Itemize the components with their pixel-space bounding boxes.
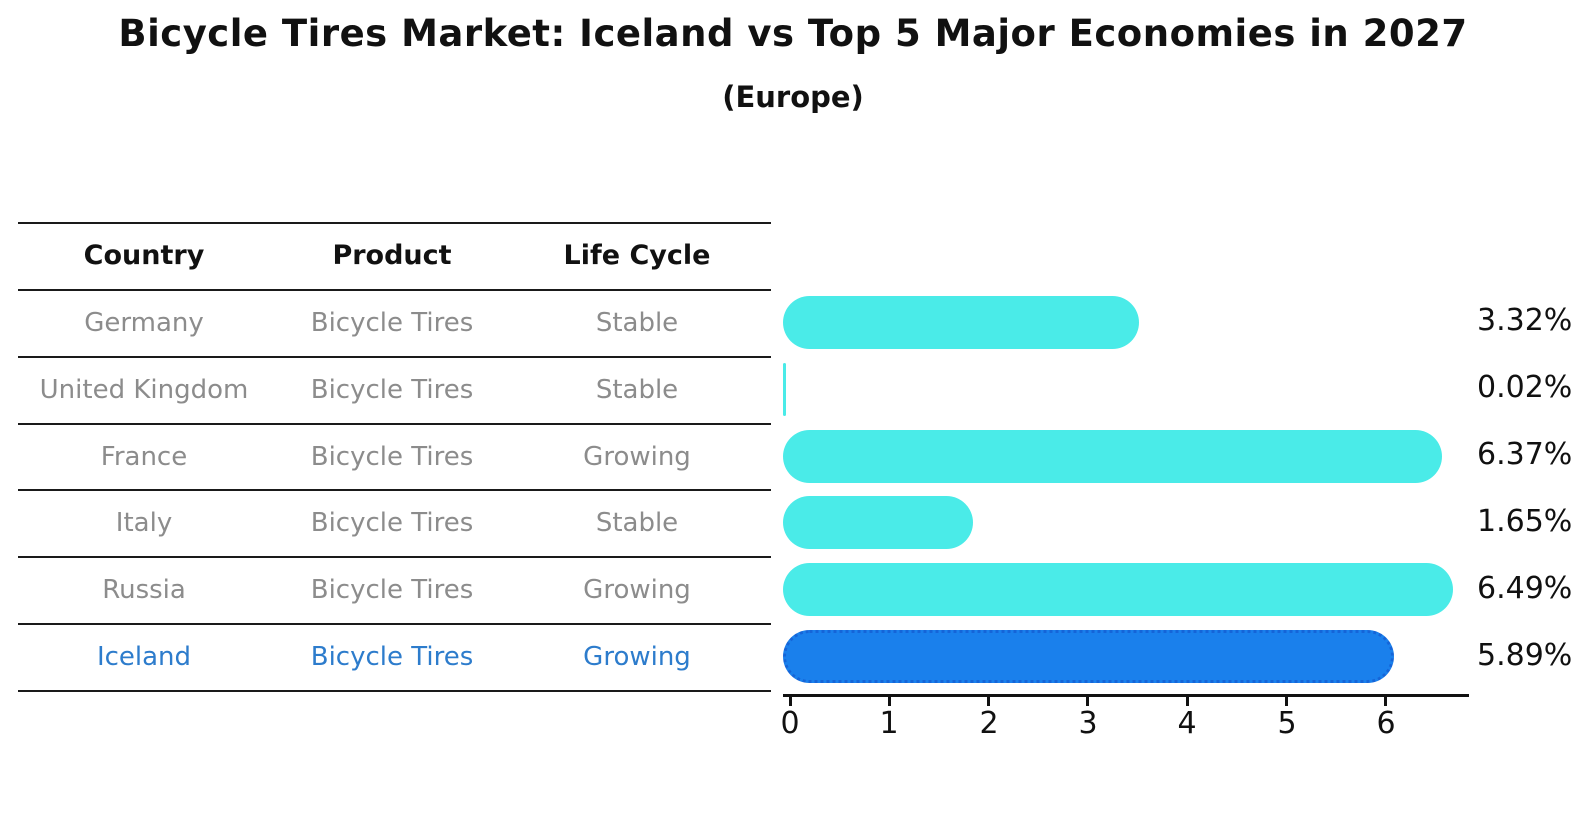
table-line — [18, 623, 771, 625]
x-axis-tick-label: 4 — [1177, 706, 1197, 741]
x-axis-tick-label: 5 — [1277, 706, 1297, 741]
bar-italy — [783, 496, 973, 549]
table-row: Italy Bicycle Tires Stable — [18, 489, 771, 556]
x-axis-tick — [1384, 697, 1387, 706]
x-axis-tick — [789, 697, 792, 706]
value-label: 0.02% — [1477, 370, 1573, 405]
table-row: Russia Bicycle Tires Growing — [18, 556, 771, 623]
table-row: France Bicycle Tires Growing — [18, 423, 771, 490]
table-cell-country: France — [100, 441, 188, 472]
table-cell-product: Bicycle Tires — [310, 574, 474, 605]
table-cell-product: Bicycle Tires — [310, 441, 474, 472]
table-cell-country: Germany — [84, 307, 204, 338]
table-cell-life-cycle: Stable — [595, 507, 679, 538]
x-axis-tick-label: 6 — [1376, 706, 1396, 741]
table-cell-product: Bicycle Tires — [310, 641, 474, 672]
x-axis-tick-label: 1 — [879, 706, 899, 741]
x-axis-tick — [1186, 697, 1189, 706]
table-cell-country: Italy — [115, 507, 173, 538]
bar-iceland — [783, 630, 1394, 683]
table-cell-country: Russia — [102, 574, 186, 605]
x-axis-tick — [1086, 697, 1089, 706]
table-cell-product: Bicycle Tires — [310, 507, 474, 538]
x-axis-tick — [1285, 697, 1288, 706]
x-axis-tick-label: 2 — [979, 706, 999, 741]
value-label: 3.32% — [1477, 303, 1573, 338]
table-line — [18, 690, 771, 692]
table-cell-product: Bicycle Tires — [310, 307, 474, 338]
bar-germany — [783, 296, 1139, 349]
table-cell-product: Bicycle Tires — [310, 374, 474, 405]
bar-russia — [783, 563, 1453, 616]
table-row: United Kingdom Bicycle Tires Stable — [18, 356, 771, 423]
table-header-life-cycle: Life Cycle — [563, 240, 711, 271]
chart-title: Bicycle Tires Market: Iceland vs Top 5 M… — [118, 12, 1468, 55]
x-axis-tick-label: 3 — [1078, 706, 1098, 741]
table-cell-life-cycle: Stable — [595, 307, 679, 338]
value-label: 1.65% — [1477, 504, 1573, 539]
table-cell-country: Iceland — [96, 641, 192, 672]
table-header-product: Product — [332, 240, 452, 271]
value-label: 6.49% — [1477, 571, 1573, 606]
bar-france — [783, 430, 1442, 483]
table-header-country: Country — [83, 240, 205, 271]
x-axis-tick — [888, 697, 891, 706]
bar-united-kingdom — [783, 363, 786, 416]
value-label: 5.89% — [1477, 638, 1573, 673]
x-axis-tick — [987, 697, 990, 706]
table-line — [18, 489, 771, 491]
table-line — [18, 423, 771, 425]
table-cell-life-cycle: Stable — [595, 374, 679, 405]
table-row: Germany Bicycle Tires Stable — [18, 289, 771, 356]
table-cell-life-cycle: Growing — [583, 574, 691, 605]
table-cell-life-cycle: Growing — [583, 441, 691, 472]
table-cell-life-cycle: Growing — [583, 641, 691, 672]
table-header: Country Product Life Cycle — [18, 222, 771, 289]
x-axis-tick-label: 0 — [780, 706, 800, 741]
table-line — [18, 222, 771, 224]
chart-subtitle: (Europe) — [722, 80, 864, 114]
x-axis-line — [783, 694, 1469, 697]
table-line — [18, 289, 771, 291]
table-row: Iceland Bicycle Tires Growing — [18, 623, 771, 690]
value-label: 6.37% — [1477, 437, 1573, 472]
table-cell-country: United Kingdom — [39, 374, 249, 405]
table-line — [18, 556, 771, 558]
table-line — [18, 356, 771, 358]
